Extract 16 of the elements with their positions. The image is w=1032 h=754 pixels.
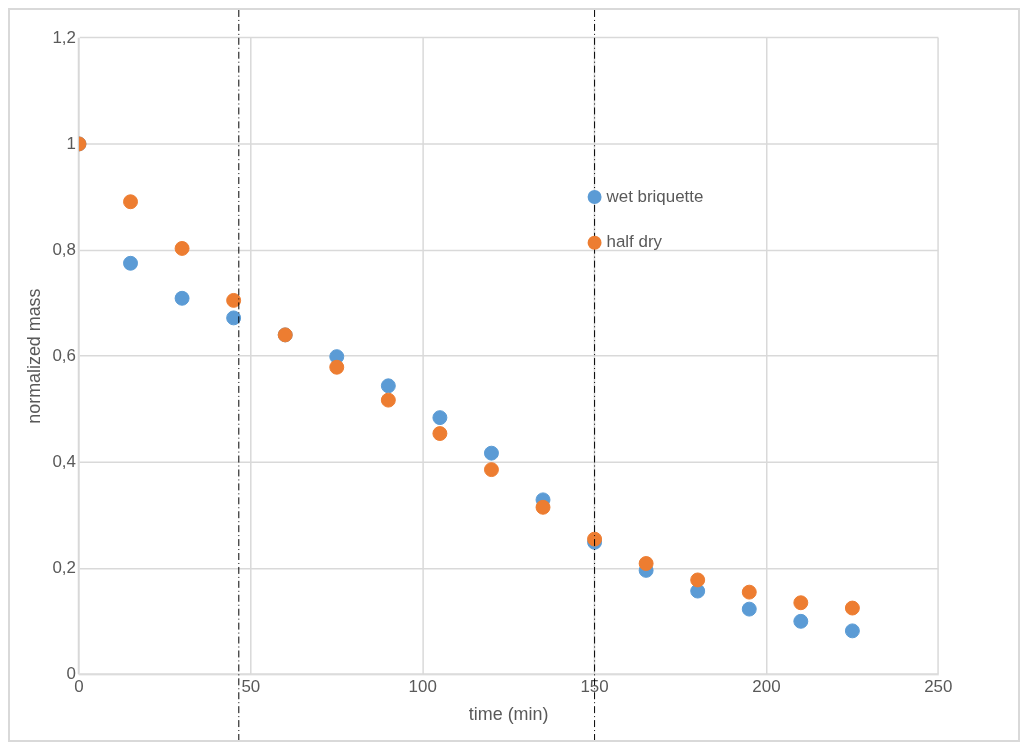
x-tick-label: 250: [924, 677, 953, 697]
y-tick-label: 0: [66, 664, 76, 684]
y-tick-label: 1,2: [52, 27, 76, 47]
x-tick-label: 50: [241, 677, 261, 697]
x-tick-label: 100: [408, 677, 437, 697]
y-tick-label: 0,8: [52, 239, 76, 259]
x-axis-title: time (min): [468, 704, 549, 725]
y-tick-label: 0,6: [52, 345, 76, 365]
y-tick-label: 0,4: [52, 451, 76, 471]
y-axis-title: normalized mass: [23, 288, 44, 424]
y-tick-label: 0,2: [52, 557, 76, 577]
y-tick-label: 1: [66, 133, 76, 153]
x-tick-label: 150: [580, 677, 609, 697]
legend-label: wet briquette: [605, 186, 704, 206]
x-tick-label: 200: [752, 677, 781, 697]
legend-label: half dry: [606, 232, 663, 252]
